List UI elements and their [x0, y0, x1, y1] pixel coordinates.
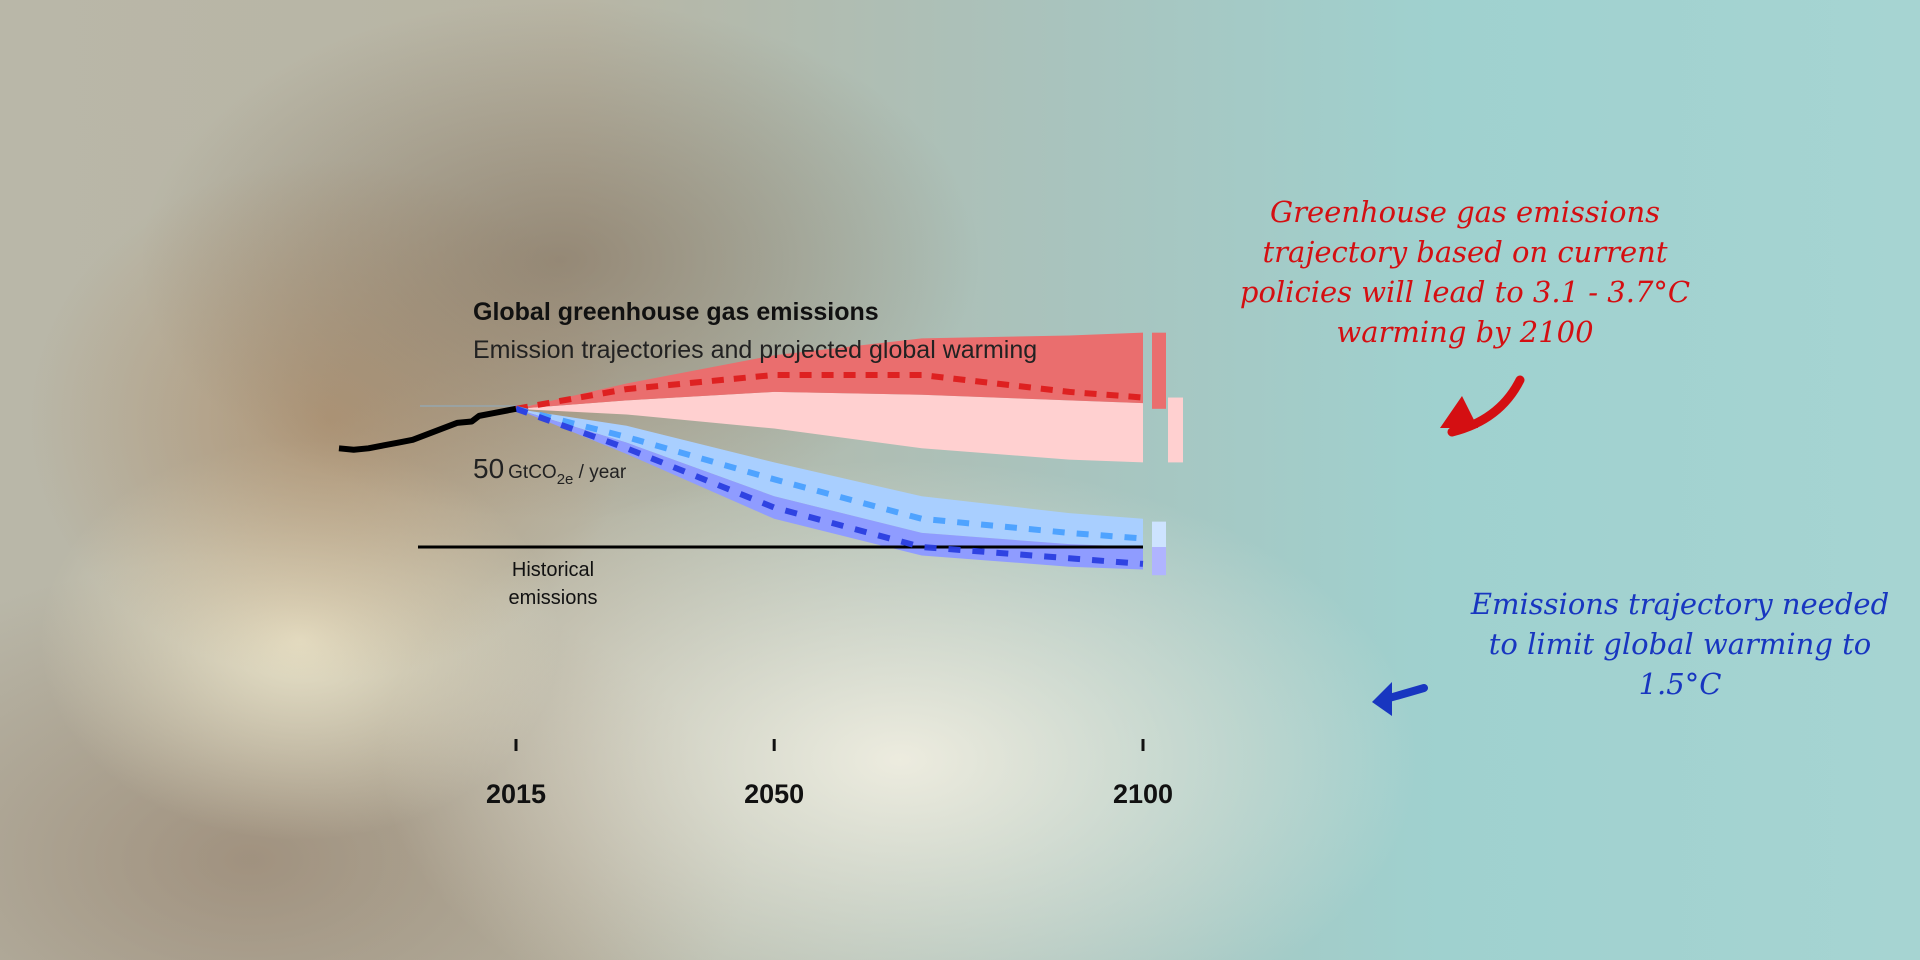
- x-tick-label: 2100: [1113, 779, 1173, 809]
- range-bar-2100: [1168, 397, 1183, 463]
- historical-label: emissions: [509, 587, 598, 609]
- current-policies-median-line: [515, 371, 1144, 412]
- x-tick-label: 2015: [486, 779, 546, 809]
- current-policies-upper-band: [516, 332, 1143, 409]
- range-bar-2100: [1152, 521, 1166, 547]
- target-annotation: Emissions trajectory needed to limit glo…: [1470, 587, 1890, 701]
- blue-arrow-head-icon: [1372, 682, 1392, 716]
- current-policies-annotation: Greenhouse gas emissions trajectory base…: [1239, 195, 1691, 349]
- red-arrow-head-icon: [1440, 396, 1478, 428]
- historical-line: [338, 405, 517, 453]
- chart-subtitle: Emission trajectories and projected glob…: [473, 336, 1038, 364]
- pathway-median-dark-line: [514, 405, 1144, 567]
- pathway-median-light-line: [515, 405, 1144, 542]
- y-reference-label: 50 GtCO2e / year: [473, 453, 627, 488]
- historical-label: Historical: [512, 559, 594, 581]
- range-bar-2100: [1152, 547, 1166, 576]
- pathway-dark-band: [516, 408, 1143, 570]
- x-tick-label: 2050: [744, 779, 804, 809]
- red-arrow-icon: [1447, 375, 1525, 437]
- chart-title: Global greenhouse gas emissions: [473, 298, 879, 326]
- pathway-light-band: [516, 408, 1143, 547]
- range-bar-2100: [1152, 332, 1166, 409]
- current-policies-lower-band: [516, 391, 1143, 463]
